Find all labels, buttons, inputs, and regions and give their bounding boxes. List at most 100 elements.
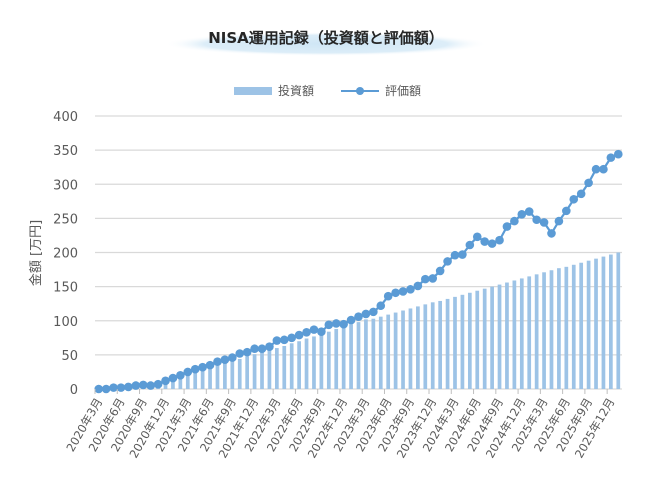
bar-investment [460,294,465,389]
bar-investment [557,268,561,389]
point-valuation [510,216,519,226]
bar-investment [519,278,524,389]
point-valuation [220,355,230,364]
bar-investment [401,310,405,389]
point-valuation [569,194,579,204]
point-valuation [309,325,319,334]
point-valuation [198,362,207,372]
bar-investment [282,346,287,389]
legend-label-valuation: 評価額 [385,83,421,98]
point-valuation [101,384,111,394]
point-valuation [339,319,348,329]
legend-marker [356,87,364,95]
point-valuation [213,357,222,367]
legend: 投資額 評価額 [234,83,421,98]
point-valuation [435,266,445,276]
point-valuation [584,178,593,188]
point-valuation [257,344,267,354]
point-valuation [524,207,534,216]
point-valuation [131,381,141,390]
bar-investment [274,348,279,389]
bar-investment [609,254,613,389]
bar-investment [505,282,509,389]
point-valuation [539,218,549,227]
bar-investment [482,288,487,389]
point-valuation [294,330,304,340]
point-valuation [376,301,386,311]
point-valuation [302,328,311,337]
point-valuation [532,215,541,225]
point-valuation [242,347,252,357]
bar-investment [371,318,376,389]
point-valuation [168,373,178,383]
point-valuation [287,333,296,343]
point-valuation [153,379,163,389]
legend-bar-swatch [234,87,272,95]
bar-investment [349,324,353,389]
point-valuation [391,288,400,298]
bar-investment [386,314,391,389]
bar-investment [215,365,220,389]
point-valuation [235,349,245,358]
point-valuation [161,376,170,386]
bar-investment [334,328,339,389]
point-valuation [272,336,282,345]
bar-investment [571,264,576,389]
point-valuation [228,353,237,362]
bar-investment [430,302,435,389]
bar-investment [163,381,168,389]
point-valuation [465,240,475,250]
bar-investment [497,284,502,389]
point-valuation [205,360,215,370]
point-valuation [472,232,482,242]
bar-investment [312,336,316,389]
bar-investment [527,276,532,389]
y-tick-label: 100 [53,315,78,330]
bar-investment [475,290,480,389]
bar-investment [304,338,309,389]
point-valuation [517,209,527,219]
point-valuation [591,164,601,174]
bar-investment [171,379,175,389]
bar-investment [267,350,272,389]
bar-investment [416,306,420,389]
point-valuation [487,239,497,248]
y-axis-label: 金額 [万円] [28,220,44,286]
bar-investment [549,270,554,389]
point-valuation [116,383,126,392]
bar-investment [490,286,494,389]
point-valuation [599,164,608,174]
bar-investment [260,352,264,389]
point-valuation [458,250,467,259]
point-valuation [317,327,326,336]
point-valuation [354,312,363,321]
point-valuation [324,320,334,330]
point-valuation [124,382,133,392]
bar-investment [586,260,591,389]
bar-investment [200,369,205,389]
point-valuation [383,291,393,301]
bar-investment [393,312,398,389]
bar-investment [252,354,257,389]
bar-investment [237,358,242,389]
bar-investment [208,367,212,389]
bar-investment [616,252,621,389]
point-valuation [94,384,104,394]
bar-investment [326,331,331,389]
bar-investment [230,361,235,389]
point-valuation [495,235,504,245]
point-valuation [576,189,586,199]
point-valuation [138,380,148,390]
point-valuation [190,364,200,374]
bar-investment [564,266,569,389]
point-valuation [413,281,423,291]
y-tick-label: 350 [53,144,78,159]
bar-investment [364,319,368,389]
point-valuation [562,206,571,216]
point-valuation [331,319,341,328]
y-tick-label: 50 [61,349,78,364]
bar-investment [408,308,413,389]
bar-investment [445,298,450,389]
point-valuation [398,287,408,296]
